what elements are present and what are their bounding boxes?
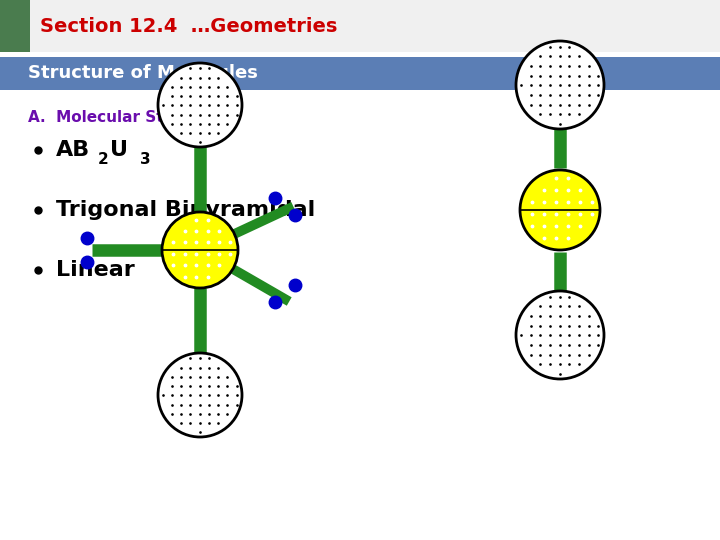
FancyBboxPatch shape [0,57,720,90]
Circle shape [516,41,604,129]
Text: 3: 3 [140,152,150,166]
Text: AB: AB [56,140,90,160]
Circle shape [162,212,238,288]
Text: Section 12.4  …Geometries: Section 12.4 …Geometries [40,17,338,36]
Text: 2: 2 [98,152,109,166]
Text: U: U [110,140,128,160]
FancyBboxPatch shape [0,0,720,52]
Text: Structure of Molecules: Structure of Molecules [28,64,258,83]
Text: Linear: Linear [56,260,135,280]
Circle shape [516,291,604,379]
Circle shape [158,353,242,437]
FancyBboxPatch shape [0,0,30,52]
Text: A.  Molecular Structure: A. Molecular Structure [28,111,227,125]
Circle shape [520,170,600,250]
Text: Trigonal Bipyramidal: Trigonal Bipyramidal [56,200,315,220]
Circle shape [158,63,242,147]
